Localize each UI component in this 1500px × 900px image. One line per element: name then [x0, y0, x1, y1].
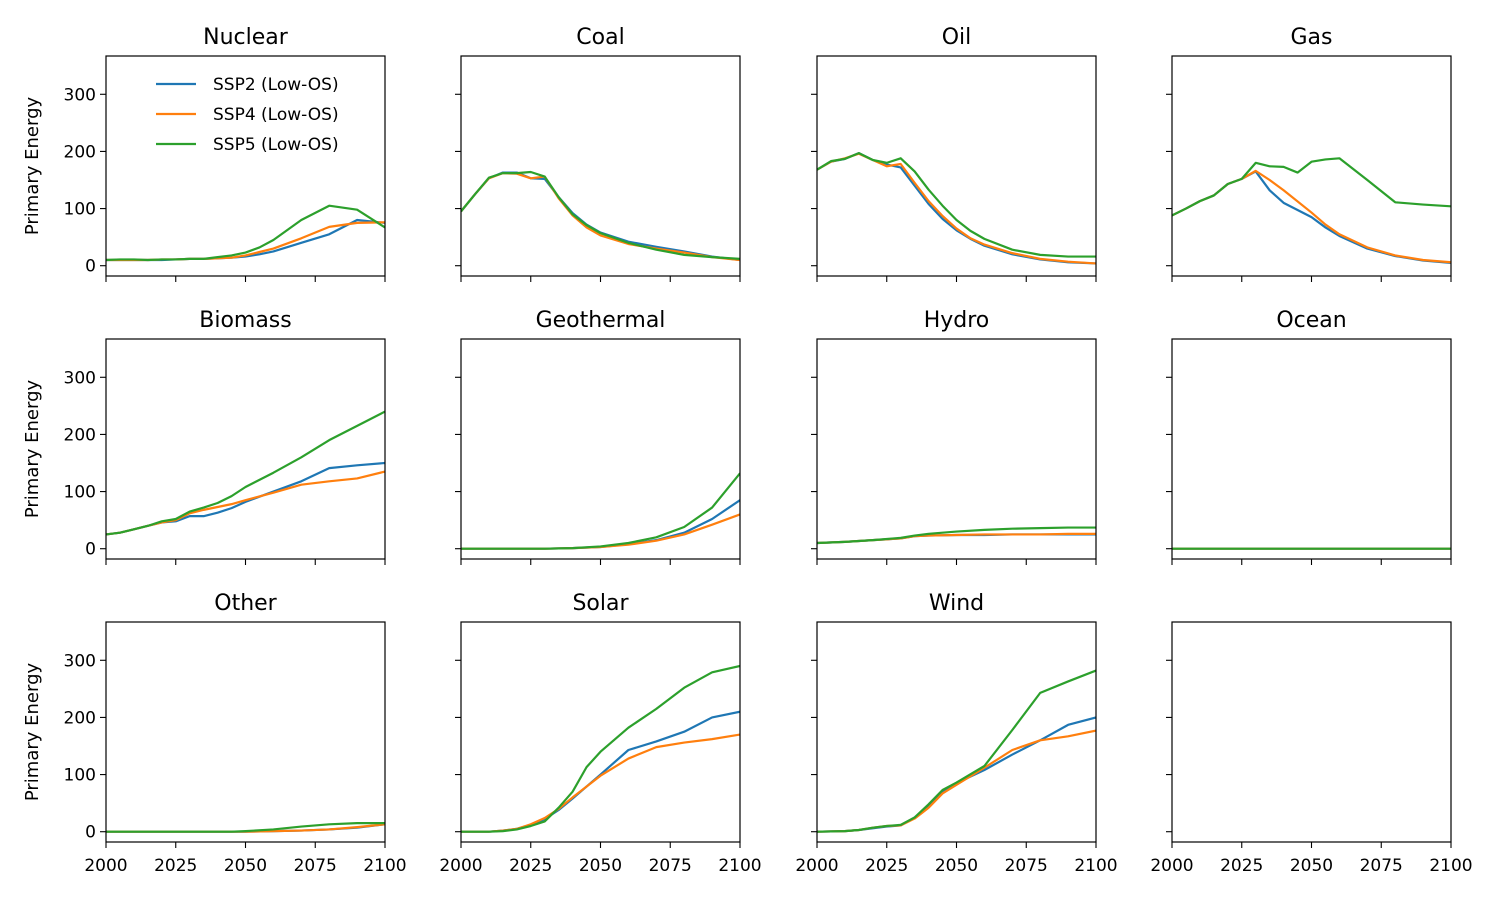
panel-ocean: Ocean: [1166, 308, 1452, 565]
panel-title: Gas: [1291, 25, 1333, 50]
x-tick-label: 2100: [718, 856, 761, 876]
panel-other: Other 0 100 200 300 2000 2025 2050 2075 2100 Prima…: [22, 591, 407, 876]
panel-geothermal: Geothermal: [455, 308, 741, 565]
panel-coal: Coal: [455, 25, 741, 282]
y-tick-label: 200: [64, 142, 96, 162]
panel-title: Biomass: [199, 308, 292, 333]
panel-oil: Oil: [811, 25, 1097, 282]
panel-title: Ocean: [1276, 308, 1346, 333]
y-tick-label: 0: [85, 823, 96, 843]
x-tick-label: 2050: [1290, 856, 1333, 876]
panel-title: Geothermal: [536, 308, 666, 333]
panel-empty: 2000 2025 2050 2075 2100: [1150, 621, 1473, 876]
y-tick-label: 200: [64, 708, 96, 728]
y-axis-label: Primary Energy: [22, 663, 43, 802]
series-line-ssp5-low-os: [106, 204, 385, 262]
x-tick-label: 2050: [224, 856, 267, 876]
panel-title: Wind: [929, 591, 984, 616]
y-tick-label: 100: [64, 766, 96, 786]
y-axis-label: Primary Energy: [22, 97, 43, 236]
x-tick-label: 2050: [579, 856, 622, 876]
x-tick-label: 2050: [935, 856, 978, 876]
legend-entry-ssp2-low-os: SSP2 (Low-OS): [213, 75, 339, 95]
series-line-ssp5-low-os: [817, 669, 1096, 833]
panel-title: Oil: [942, 25, 972, 50]
panel-grid: Nuclear 0 100 200 300 Primary Energy SSP2 (Low…: [22, 25, 1473, 876]
legend: SSP2 (Low-OS) SSP4 (Low-OS) SSP5 (Low-OS): [156, 75, 339, 155]
y-axis-label: Primary Energy: [22, 380, 43, 519]
x-tick-label: 2075: [1360, 856, 1403, 876]
panel-title: Solar: [572, 591, 629, 616]
panel-hydro: Hydro: [811, 308, 1097, 565]
x-tick-label: 2075: [294, 856, 337, 876]
y-tick-label: 100: [64, 200, 96, 220]
series-line-ssp5-low-os: [106, 410, 385, 536]
panel-wind: Wind 2000 2025 2050 2075 2100: [795, 591, 1117, 876]
legend-entry-ssp5-low-os: SSP5 (Low-OS): [213, 135, 339, 155]
series-line-ssp5-low-os: [461, 664, 740, 833]
x-tick-label: 2075: [1005, 856, 1048, 876]
series-line-ssp5-low-os: [461, 472, 740, 550]
panel-biomass: Biomass 0 100 200 300 Primary Energy: [22, 308, 386, 565]
x-tick-label: 2025: [1220, 856, 1263, 876]
x-tick-label: 2000: [439, 856, 482, 876]
panel-title: Other: [214, 591, 277, 616]
panel-title: Hydro: [924, 308, 990, 333]
legend-entry-ssp4-low-os: SSP4 (Low-OS): [213, 105, 339, 125]
series-line-ssp5-low-os: [817, 152, 1096, 258]
y-tick-label: 100: [64, 483, 96, 503]
x-tick-label: 2000: [84, 856, 127, 876]
x-tick-label: 2000: [1150, 856, 1193, 876]
x-tick-label: 2100: [1074, 856, 1117, 876]
y-tick-label: 0: [85, 540, 96, 560]
panel-title: Coal: [576, 25, 624, 50]
y-tick-label: 0: [85, 257, 96, 277]
series-line-ssp5-low-os: [817, 526, 1096, 545]
y-tick-label: 300: [64, 85, 96, 105]
x-tick-label: 2100: [1429, 856, 1472, 876]
series-line-ssp5-low-os: [106, 822, 385, 833]
x-tick-label: 2025: [154, 856, 197, 876]
panel-gas: Gas: [1166, 25, 1452, 282]
y-tick-label: 300: [64, 651, 96, 671]
panel-nuclear: Nuclear 0 100 200 300 Primary Energy SSP2 (Low…: [22, 25, 386, 282]
x-tick-label: 2000: [795, 856, 838, 876]
x-tick-label: 2100: [363, 856, 406, 876]
panel-title: Nuclear: [203, 25, 289, 50]
x-tick-label: 2075: [649, 856, 692, 876]
x-tick-label: 2025: [865, 856, 908, 876]
panel-solar: Solar 2000 2025 2050 2075 2100: [439, 591, 761, 876]
series-line-ssp5-low-os: [1172, 157, 1451, 217]
series-line-ssp5-low-os: [461, 170, 740, 260]
y-tick-label: 200: [64, 425, 96, 445]
x-tick-label: 2025: [509, 856, 552, 876]
y-tick-label: 300: [64, 368, 96, 388]
